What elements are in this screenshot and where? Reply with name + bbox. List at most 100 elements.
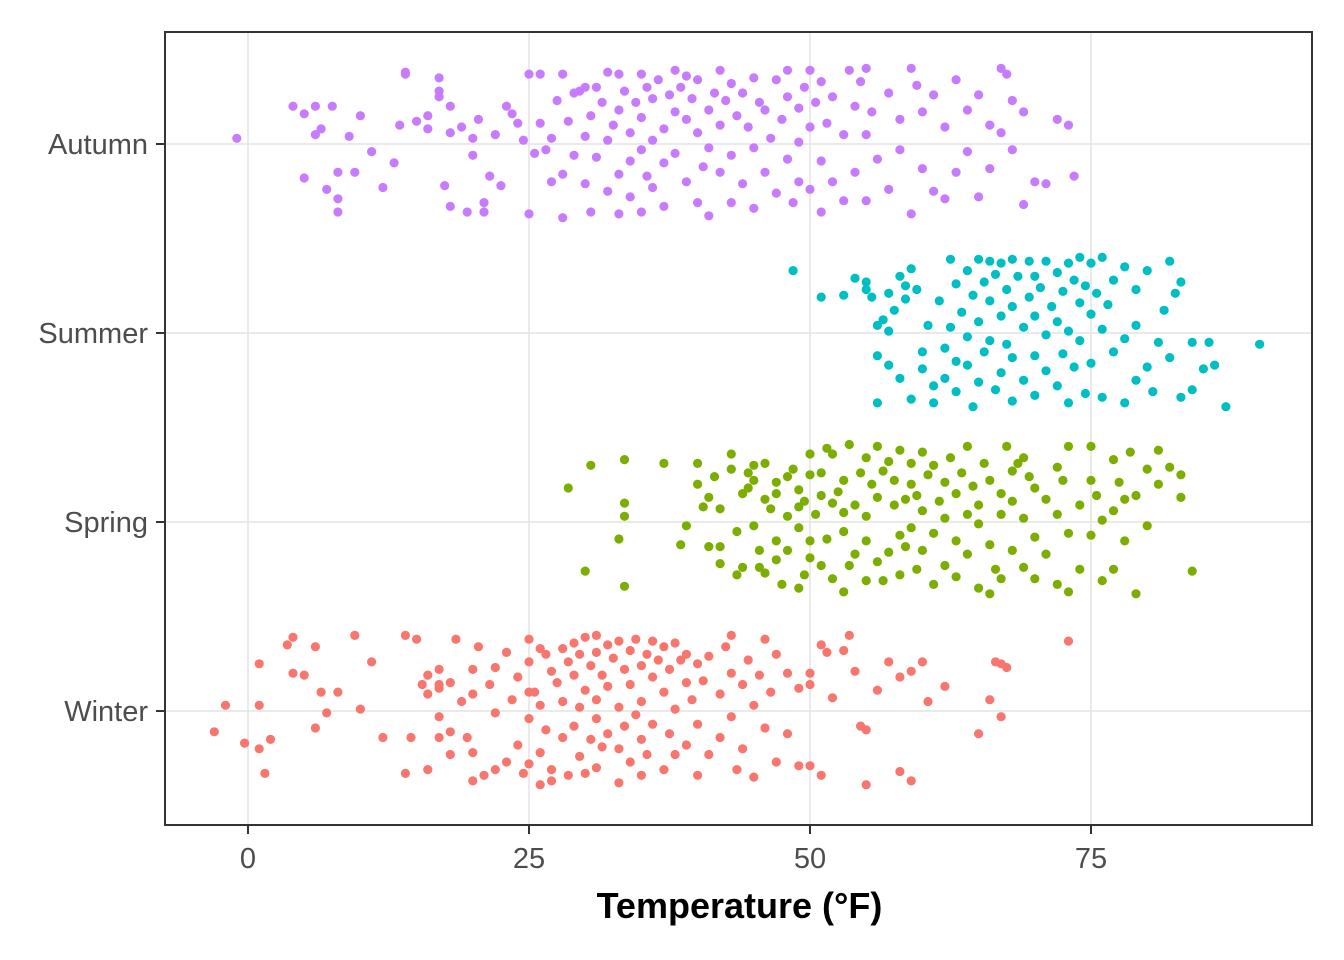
point-spring — [749, 460, 759, 470]
point-autumn — [951, 75, 961, 85]
point-winter — [518, 768, 529, 779]
point-winter — [468, 776, 478, 786]
point-spring — [1058, 475, 1068, 485]
point-spring — [861, 453, 871, 463]
point-winter — [614, 636, 624, 646]
point-summer — [1024, 292, 1034, 302]
point-autumn — [861, 196, 871, 206]
point-autumn — [569, 150, 579, 160]
point-spring — [659, 458, 669, 468]
point-autumn — [709, 88, 720, 98]
point-spring — [586, 460, 596, 470]
point-spring — [749, 521, 759, 531]
point-autumn — [929, 186, 939, 196]
point-autumn — [867, 107, 877, 117]
point-spring — [743, 483, 753, 493]
point-spring — [985, 540, 995, 550]
point-autumn — [586, 111, 596, 121]
point-spring — [827, 574, 838, 584]
point-winter — [530, 687, 540, 697]
point-winter — [265, 734, 276, 745]
point-autumn — [1041, 179, 1051, 189]
point-spring — [709, 472, 720, 482]
point-spring — [1131, 589, 1141, 599]
point-autumn — [715, 167, 725, 177]
point-autumn — [811, 97, 821, 107]
point-summer — [951, 387, 961, 397]
point-autumn — [782, 92, 793, 102]
point-autumn — [648, 182, 658, 193]
point-spring — [1125, 447, 1135, 457]
point-winter — [693, 770, 703, 780]
x-tick-label: 0 — [240, 843, 256, 875]
point-spring — [805, 470, 815, 480]
point-winter — [681, 678, 692, 688]
point-autumn — [940, 122, 950, 132]
point-summer — [968, 290, 978, 300]
point-winter — [355, 704, 365, 714]
point-spring — [816, 468, 826, 478]
axes: 0 25 50 75 Winter Spring Summer Autumn — [38, 129, 1107, 875]
point-spring — [827, 449, 838, 459]
point-winter — [406, 732, 416, 743]
point-winter — [681, 740, 692, 750]
point-autumn — [524, 69, 534, 79]
point-spring — [1030, 532, 1040, 542]
point-winter — [209, 727, 219, 737]
point-spring — [861, 576, 871, 586]
point-autumn — [749, 73, 759, 83]
point-winter — [1063, 636, 1074, 646]
point-summer — [1221, 402, 1231, 412]
point-spring — [1142, 464, 1152, 474]
point-winter — [546, 765, 557, 775]
point-autumn — [473, 114, 483, 124]
point-autumn — [771, 75, 781, 85]
point-autumn — [766, 133, 776, 143]
point-spring — [1153, 445, 1163, 455]
point-summer — [884, 288, 894, 298]
point-autumn — [1002, 69, 1012, 79]
point-winter — [569, 721, 579, 731]
point-winter — [603, 640, 613, 650]
point-spring — [850, 549, 860, 559]
point-summer — [1035, 283, 1045, 293]
point-winter — [513, 740, 523, 750]
point-summer — [951, 356, 961, 366]
point-spring — [1030, 483, 1040, 493]
point-winter — [861, 780, 871, 790]
point-summer — [900, 281, 911, 291]
point-spring — [1097, 576, 1107, 586]
point-winter — [434, 664, 444, 675]
point-autumn — [659, 201, 669, 211]
point-winter — [872, 685, 883, 695]
point-summer — [917, 347, 928, 357]
point-autumn — [636, 207, 647, 217]
point-winter — [805, 679, 815, 690]
point-autumn — [507, 109, 517, 119]
point-summer — [945, 322, 956, 332]
point-spring — [957, 468, 967, 478]
point-summer — [1120, 334, 1130, 344]
point-autumn — [676, 82, 686, 92]
point-summer — [1007, 254, 1017, 264]
point-spring — [771, 555, 781, 565]
point-spring — [1176, 470, 1186, 480]
y-tick-label-spring: Spring — [64, 507, 148, 539]
point-spring — [878, 466, 888, 476]
point-spring — [693, 458, 703, 468]
point-autumn — [378, 182, 388, 193]
point-summer — [990, 269, 1001, 279]
point-summer — [867, 292, 877, 302]
point-autumn — [1007, 145, 1017, 155]
point-autumn — [389, 158, 399, 168]
point-spring — [951, 489, 961, 499]
point-autumn — [423, 111, 433, 121]
point-summer — [1120, 398, 1130, 408]
point-winter — [760, 723, 770, 733]
point-winter — [794, 761, 804, 771]
point-spring — [867, 479, 877, 489]
point-winter — [670, 638, 680, 648]
point-spring — [681, 521, 692, 531]
point-spring — [619, 581, 630, 591]
point-autumn — [670, 107, 680, 117]
